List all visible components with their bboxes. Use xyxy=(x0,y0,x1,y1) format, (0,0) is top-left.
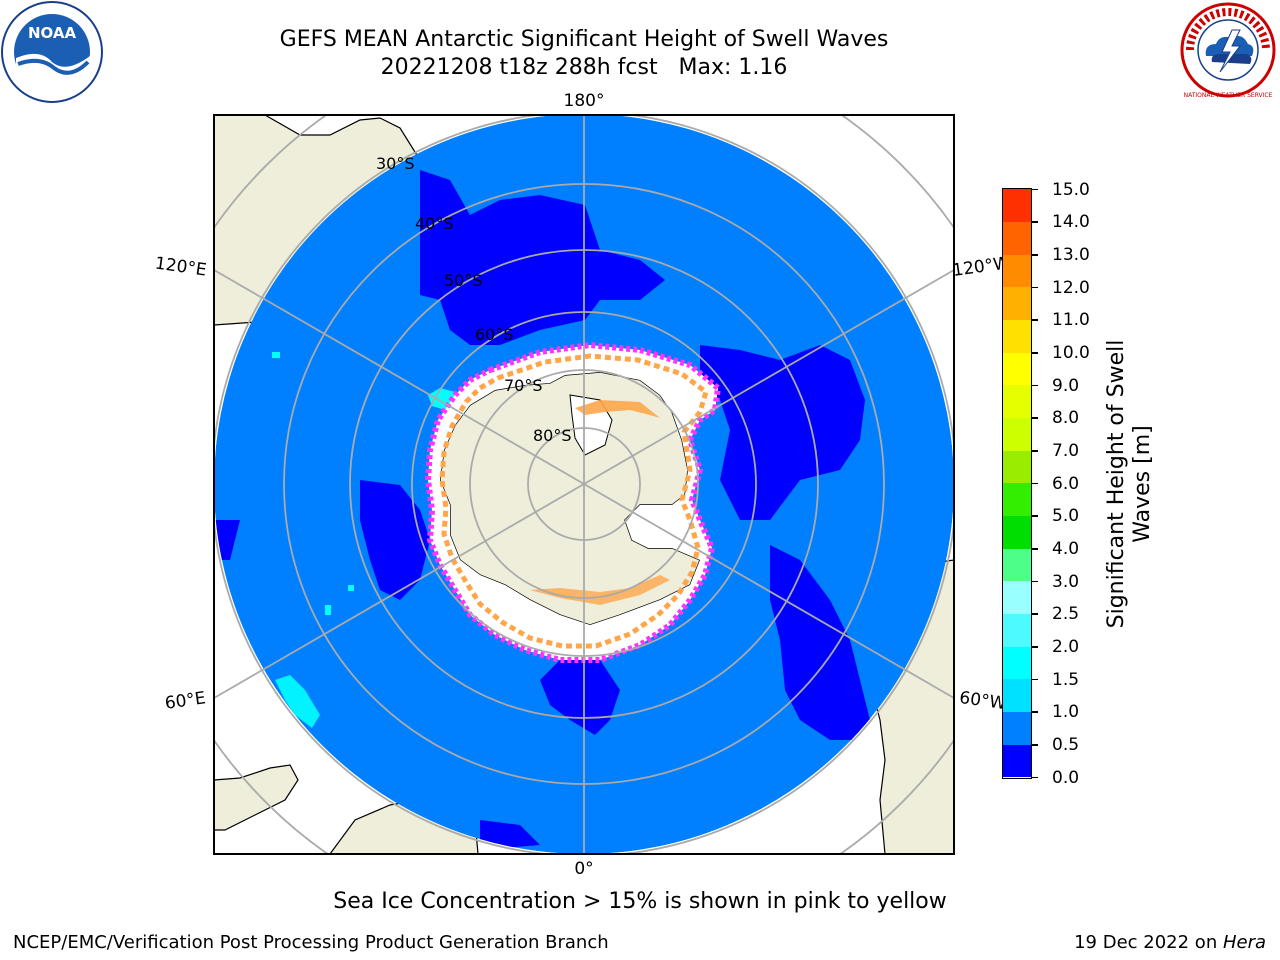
colorbar-segment xyxy=(1003,450,1031,484)
colorbar-tick-mark xyxy=(1032,450,1038,452)
colorbar-segment xyxy=(1003,711,1031,745)
colorbar-tick-mark xyxy=(1032,188,1038,191)
noaa-logo: NOAA xyxy=(1,1,103,103)
colorbar-tick-mark xyxy=(1032,417,1038,419)
colorbar-tick-label: 6.0 xyxy=(1052,473,1080,494)
colorbar-segment xyxy=(1003,221,1031,255)
lat-label-30s: 30°S xyxy=(376,154,415,173)
colorbar-segment xyxy=(1003,189,1031,223)
colorbar-tick-label: 0.5 xyxy=(1052,734,1080,755)
colorbar-tick-mark xyxy=(1032,776,1038,779)
colorbar-segment xyxy=(1003,287,1031,321)
lat-label-80s: 80°S xyxy=(533,426,572,445)
colorbar-segment xyxy=(1003,548,1031,582)
figure-title: GEFS MEAN Antarctic Significant Height o… xyxy=(279,27,889,52)
colorbar-tick-label: 11.0 xyxy=(1052,310,1090,331)
colorbar-tick-mark xyxy=(1032,352,1038,354)
colorbar-segment xyxy=(1003,581,1031,615)
colorbar-tick-label: 13.0 xyxy=(1052,244,1090,265)
colorbar-tick-mark xyxy=(1032,613,1038,615)
footnote: Sea Ice Concentration > 15% is shown in … xyxy=(0,889,1280,914)
lon-label-0: 0° xyxy=(574,859,593,879)
colorbar-segment xyxy=(1003,352,1031,386)
lon-label-60e: 60°E xyxy=(164,688,207,713)
colorbar-tick-label: 3.0 xyxy=(1052,571,1080,592)
colorbar-tick-label: 0.0 xyxy=(1052,767,1080,788)
credit-right: 19 Dec 2022 on Hera xyxy=(1074,932,1266,953)
figure-subtitle: 20221208 t18z 288h fcst Max: 1.16 xyxy=(380,55,788,80)
colorbar-tick-label: 15.0 xyxy=(1052,179,1090,200)
colorbar-tick-mark xyxy=(1032,482,1038,485)
colorbar-label-line2: Waves [m] xyxy=(1130,425,1155,543)
colorbar-tick-label: 8.0 xyxy=(1052,408,1080,429)
colorbar-segment xyxy=(1003,254,1031,288)
colorbar-segment xyxy=(1003,515,1031,549)
noaa-logo-text: NOAA xyxy=(28,24,77,42)
colorbar-tick-mark xyxy=(1032,221,1038,223)
colorbar-tick-label: 2.0 xyxy=(1052,636,1080,657)
colorbar-tick-mark xyxy=(1032,286,1038,289)
colorbar-tick-label: 2.5 xyxy=(1052,604,1080,625)
credit-left: NCEP/EMC/Verification Post Processing Pr… xyxy=(13,932,609,953)
colorbar-label-line1: Significant Height of Swell xyxy=(1104,339,1129,629)
colorbar-tick-mark xyxy=(1032,254,1038,256)
credit-date: 19 Dec 2022 on xyxy=(1074,932,1223,953)
colorbar-tick-label: 14.0 xyxy=(1052,212,1090,233)
colorbar-tick-mark xyxy=(1032,384,1038,387)
colorbar-segment xyxy=(1003,483,1031,517)
lon-label-120e: 120°E xyxy=(154,254,208,281)
colorbar-segment xyxy=(1003,385,1031,419)
meridians xyxy=(214,115,954,854)
colorbar-tick-label: 10.0 xyxy=(1052,342,1090,363)
colorbar-segment xyxy=(1003,417,1031,451)
colorbar-tick-mark xyxy=(1032,678,1038,681)
colorbar-tick-label: 12.0 xyxy=(1052,277,1090,298)
colorbar-tick-label: 5.0 xyxy=(1052,506,1080,527)
colorbar-tick-mark xyxy=(1032,711,1038,713)
colorbar-segment xyxy=(1003,646,1031,680)
lon-label-180: 180° xyxy=(564,91,605,111)
colorbar-tick-mark xyxy=(1032,319,1038,321)
colorbar-tick-mark xyxy=(1032,646,1038,648)
colorbar-label: Significant Height of Swell Waves [m] xyxy=(1104,314,1156,654)
lat-label-40s: 40°S xyxy=(415,214,454,233)
colorbar-tick-label: 1.5 xyxy=(1052,669,1080,690)
colorbar-segment xyxy=(1003,744,1031,778)
colorbar-segment xyxy=(1003,679,1031,713)
nws-logo-text: NATIONAL WEATHER SERVICE xyxy=(1184,92,1273,99)
nws-logo: NATIONAL WEATHER SERVICE xyxy=(1180,2,1276,99)
map-frame xyxy=(213,114,955,855)
colorbar-tick-mark xyxy=(1032,580,1038,583)
colorbar-segment xyxy=(1003,613,1031,647)
colorbar-tick-label: 7.0 xyxy=(1052,440,1080,461)
colorbar xyxy=(1002,188,1032,779)
colorbar-tick-label: 1.0 xyxy=(1052,702,1080,723)
colorbar-tick-label: 9.0 xyxy=(1052,375,1080,396)
lat-label-50s: 50°S xyxy=(444,271,483,290)
swell-low-patches xyxy=(214,170,870,850)
lat-label-60s: 60°S xyxy=(475,325,514,344)
colorbar-tick-mark xyxy=(1032,515,1038,517)
lon-label-60w: 60°W xyxy=(958,688,1007,714)
lat-label-70s: 70°S xyxy=(504,376,543,395)
footnote-text: Sea Ice Concentration > 15% is shown in … xyxy=(333,889,947,914)
colorbar-segment xyxy=(1003,319,1031,353)
colorbar-tick-mark xyxy=(1032,744,1038,746)
sea-ice-ring xyxy=(424,341,722,663)
colorbar-tick-mark xyxy=(1032,548,1038,550)
credit-host: Hera xyxy=(1222,932,1266,953)
colorbar-tick-label: 4.0 xyxy=(1052,538,1080,559)
